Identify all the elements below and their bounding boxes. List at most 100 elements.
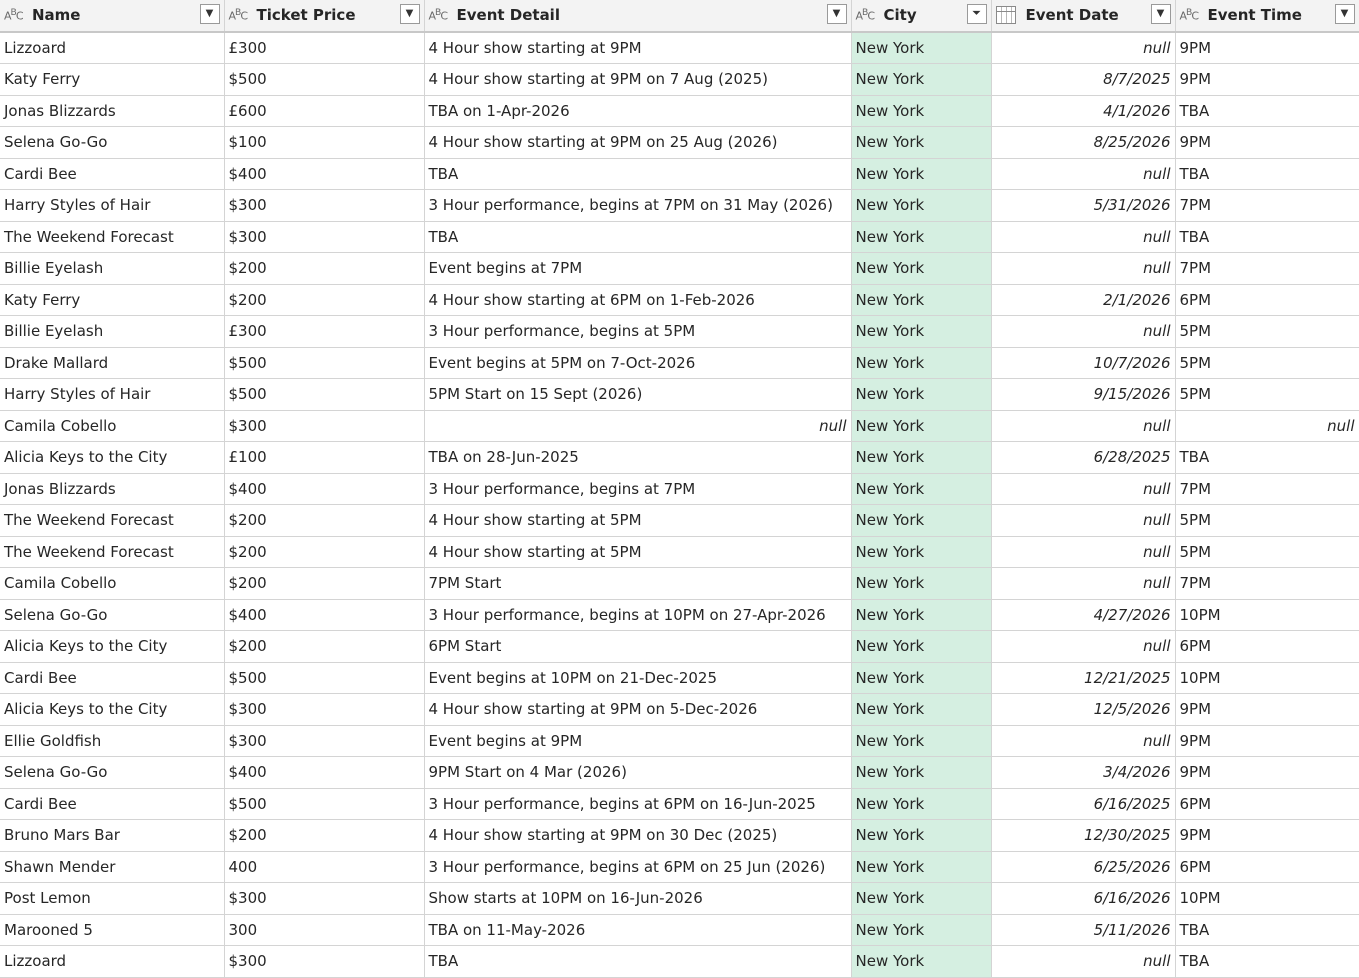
table-row[interactable]: Cardi Bee $500 3 Hour performance, begins … [0,788,1359,820]
cell-event-time[interactable]: 6PM [1175,788,1359,820]
cell-event-time[interactable]: TBA [1175,158,1359,190]
cell-city[interactable]: New York [851,567,992,600]
cell-event-time[interactable]: TBA [1175,914,1359,946]
cell-ticket-price[interactable]: $300 [224,410,425,442]
cell-name[interactable]: Alicia Keys to the City [0,693,225,726]
cell-name[interactable]: Camila Cobello [0,410,225,442]
cell-city[interactable]: New York [851,284,992,316]
table-row[interactable]: Lizzoard £300 4 Hour show starting at 9PM N… [0,31,1359,64]
cell-event-detail[interactable]: Event begins at 7PM [424,252,852,285]
cell-event-date[interactable]: 6/25/2026 [991,851,1176,883]
cell-city[interactable]: New York [851,819,992,852]
cell-event-date[interactable]: 12/21/2025 [991,662,1176,694]
cell-event-date[interactable]: 6/16/2025 [991,788,1176,820]
cell-city[interactable]: New York [851,126,992,159]
cell-event-detail[interactable]: 3 Hour performance, begins at 10PM on 27… [424,599,852,631]
cell-event-detail[interactable]: 4 Hour show starting at 9PM on 5-Dec-202… [424,693,852,726]
cell-event-date[interactable]: 2/1/2026 [991,284,1176,316]
table-row[interactable]: Jonas Blizzards $400 3 Hour performance, b… [0,473,1359,505]
cell-event-detail[interactable]: TBA on 28-Jun-2025 [424,441,852,474]
cell-event-date[interactable]: null [991,221,1176,253]
cell-event-detail[interactable]: 3 Hour performance, begins at 7PM on 31 … [424,189,852,222]
cell-ticket-price[interactable]: £100 [224,441,425,474]
cell-ticket-price[interactable]: £300 [224,315,425,348]
cell-event-time[interactable]: 7PM [1175,567,1359,600]
cell-city[interactable]: New York [851,882,992,915]
table-row[interactable]: Selena Go-Go $100 4 Hour show starting at … [0,126,1359,159]
table-row[interactable]: Selena Go-Go $400 9PM Start on 4 Mar (2026… [0,756,1359,789]
cell-city[interactable]: New York [851,189,992,222]
cell-event-date[interactable]: null [991,945,1176,978]
cell-event-detail[interactable]: Event begins at 9PM [424,725,852,757]
cell-ticket-price[interactable]: $400 [224,473,425,505]
cell-event-date[interactable]: 12/5/2026 [991,693,1176,726]
cell-event-date[interactable]: 3/4/2026 [991,756,1176,789]
cell-event-detail[interactable]: 4 Hour show starting at 9PM on 30 Dec (2… [424,819,852,852]
cell-name[interactable]: Jonas Blizzards [0,473,225,505]
cell-city[interactable]: New York [851,599,992,631]
cell-event-time[interactable]: 5PM [1175,347,1359,379]
cell-name[interactable]: Harry Styles of Hair [0,189,225,222]
cell-event-time[interactable]: 6PM [1175,284,1359,316]
filter-dropdown-button[interactable]: ▼ [826,4,847,24]
cell-city[interactable]: New York [851,221,992,253]
cell-event-date[interactable]: 12/30/2025 [991,819,1176,852]
cell-city[interactable]: New York [851,158,992,190]
cell-city[interactable]: New York [851,95,992,127]
cell-event-detail[interactable]: 3 Hour performance, begins at 5PM [424,315,852,348]
cell-event-detail[interactable]: 6PM Start [424,630,852,663]
cell-city[interactable]: New York [851,31,992,64]
cell-ticket-price[interactable]: $200 [224,504,425,537]
cell-event-detail[interactable]: 4 Hour show starting at 9PM on 7 Aug (20… [424,63,852,96]
cell-ticket-price[interactable]: $400 [224,599,425,631]
cell-event-date[interactable]: null [991,473,1176,505]
cell-ticket-price[interactable]: $300 [224,189,425,222]
cell-event-date[interactable]: null [991,315,1176,348]
cell-name[interactable]: The Weekend Forecast [0,536,225,568]
cell-event-time[interactable]: TBA [1175,441,1359,474]
cell-event-time[interactable]: 5PM [1175,315,1359,348]
cell-name[interactable]: Selena Go-Go [0,126,225,159]
cell-name[interactable]: Ellie Goldfish [0,725,225,757]
cell-event-date[interactable]: null [991,504,1176,537]
cell-name[interactable]: Cardi Bee [0,662,225,694]
cell-event-detail[interactable]: 7PM Start [424,567,852,600]
cell-name[interactable]: Post Lemon [0,882,225,915]
cell-city[interactable]: New York [851,914,992,946]
cell-event-time[interactable]: 5PM [1175,504,1359,537]
cell-event-time[interactable]: 6PM [1175,630,1359,663]
filter-dropdown-button[interactable]: ▼ [1150,4,1171,24]
cell-event-time[interactable]: TBA [1175,221,1359,253]
cell-name[interactable]: Lizzoard [0,31,225,64]
cell-city[interactable]: New York [851,441,992,474]
text-type-icon[interactable]: ABC [428,7,449,24]
cell-event-time[interactable]: 9PM [1175,63,1359,96]
cell-ticket-price[interactable]: $500 [224,347,425,379]
cell-event-detail[interactable]: 4 Hour show starting at 5PM [424,536,852,568]
table-row[interactable]: Alicia Keys to the City £100 TBA on 28-Jun… [0,441,1359,474]
cell-name[interactable]: Shawn Mender [0,851,225,883]
cell-event-detail[interactable]: 3 Hour performance, begins at 7PM [424,473,852,505]
cell-event-date[interactable]: null [991,410,1176,442]
cell-city[interactable]: New York [851,630,992,663]
cell-event-date[interactable]: null [991,725,1176,757]
table-row[interactable]: Alicia Keys to the City $200 6PM Start New … [0,630,1359,663]
cell-event-time[interactable]: 9PM [1175,725,1359,757]
cell-event-date[interactable]: null [991,536,1176,568]
cell-event-time[interactable]: 6PM [1175,851,1359,883]
cell-name[interactable]: The Weekend Forecast [0,221,225,253]
cell-event-time[interactable]: 7PM [1175,252,1359,285]
cell-event-time[interactable]: null [1175,410,1359,442]
table-row[interactable]: Post Lemon $300 Show starts at 10PM on 16-… [0,882,1359,915]
cell-name[interactable]: Cardi Bee [0,158,225,190]
table-row[interactable]: Billie Eyelash $200 Event begins at 7PM New… [0,252,1359,285]
cell-name[interactable]: Selena Go-Go [0,756,225,789]
cell-ticket-price[interactable]: $400 [224,756,425,789]
table-row[interactable]: The Weekend Forecast $300 TBA New York null T… [0,221,1359,253]
cell-ticket-price[interactable]: $300 [224,693,425,726]
cell-event-date[interactable]: 10/7/2026 [991,347,1176,379]
cell-ticket-price[interactable]: $500 [224,63,425,96]
cell-event-time[interactable]: 5PM [1175,536,1359,568]
cell-event-detail[interactable]: TBA [424,945,852,978]
column-header-event-detail[interactable]: ABC Event Detail ▼ [424,0,852,33]
